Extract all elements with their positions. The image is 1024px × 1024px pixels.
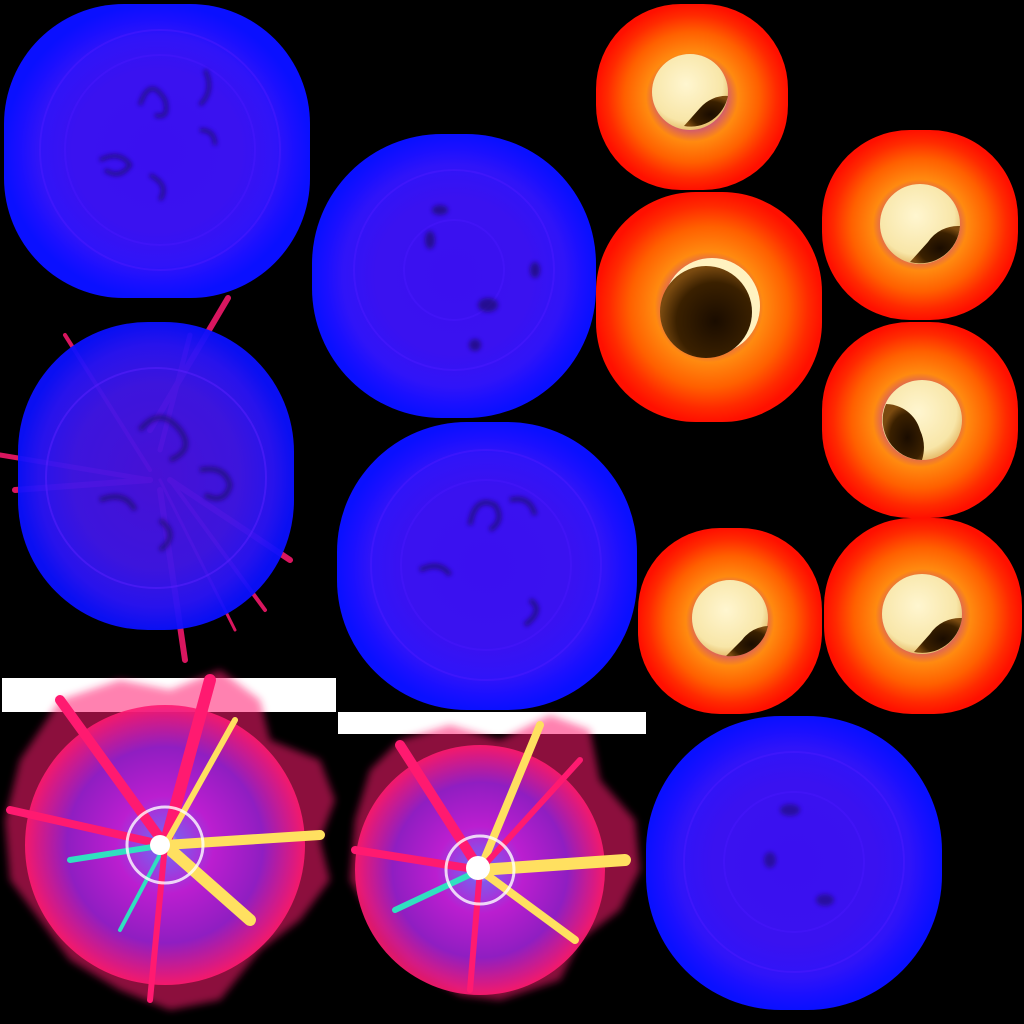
blue-orb-medium [312, 134, 596, 418]
blue-orb-large [4, 4, 310, 298]
smoke-wisps [418, 496, 539, 627]
smoke-wisps [425, 205, 540, 351]
blue-orb-center [337, 422, 637, 710]
white-strip-right [338, 712, 646, 734]
smoke-wisps [99, 69, 217, 202]
smoke-wisps [99, 415, 233, 552]
burst-rays [351, 721, 631, 993]
blue-orb-spiked [0, 295, 294, 663]
sun-glow-eclipse-3 [822, 322, 1018, 518]
sun-glow-eclipse-5 [824, 518, 1022, 714]
sun-glow-eclipse-4 [638, 528, 822, 714]
burst-rays [6, 674, 325, 1003]
smoke-wisps [764, 804, 834, 906]
sun-glow-total-eclipse [596, 192, 822, 422]
burst-explosion-left [5, 670, 335, 1010]
burst-explosion-right [350, 715, 640, 1000]
blue-orb-bottom-right [646, 716, 942, 1010]
sun-glow-eclipse-1 [596, 4, 788, 190]
sun-glow-eclipse-2 [822, 130, 1018, 320]
